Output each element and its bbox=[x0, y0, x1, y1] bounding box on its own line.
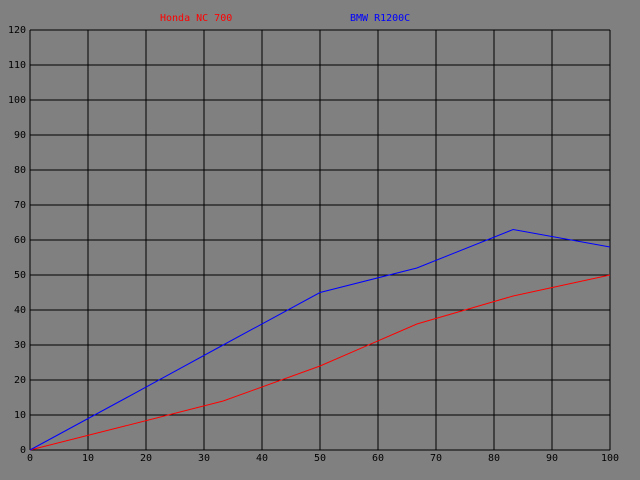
y-tick-label: 60 bbox=[14, 235, 26, 246]
y-tick-label: 40 bbox=[14, 305, 26, 316]
series-line bbox=[29, 274, 611, 451]
x-tick-label: 90 bbox=[546, 453, 558, 464]
y-tick-label: 0 bbox=[20, 445, 26, 456]
x-tick-label: 30 bbox=[198, 453, 210, 464]
x-tick-label: 50 bbox=[314, 453, 326, 464]
y-tick-label: 110 bbox=[8, 60, 26, 71]
x-tick-label: 40 bbox=[256, 453, 268, 464]
x-tick-label: 0 bbox=[27, 453, 33, 464]
y-tick-label: 90 bbox=[14, 130, 26, 141]
x-tick-label: 100 bbox=[601, 453, 619, 464]
legend-label: Honda NC 700 bbox=[160, 13, 232, 24]
y-tick-label: 100 bbox=[8, 95, 26, 106]
legend-label: BMW R1200C bbox=[350, 13, 410, 24]
y-tick-label: 50 bbox=[14, 270, 26, 281]
x-tick-label: 10 bbox=[82, 453, 94, 464]
y-tick-label: 30 bbox=[14, 340, 26, 351]
x-tick-label: 60 bbox=[372, 453, 384, 464]
y-tick-label: 80 bbox=[14, 165, 26, 176]
y-tick-label: 20 bbox=[14, 375, 26, 386]
y-tick-label: 10 bbox=[14, 410, 26, 421]
series-line bbox=[29, 228, 611, 451]
y-tick-label: 120 bbox=[8, 25, 26, 36]
x-tick-label: 20 bbox=[140, 453, 152, 464]
x-tick-label: 70 bbox=[430, 453, 442, 464]
x-tick-label: 80 bbox=[488, 453, 500, 464]
y-tick-label: 70 bbox=[14, 200, 26, 211]
